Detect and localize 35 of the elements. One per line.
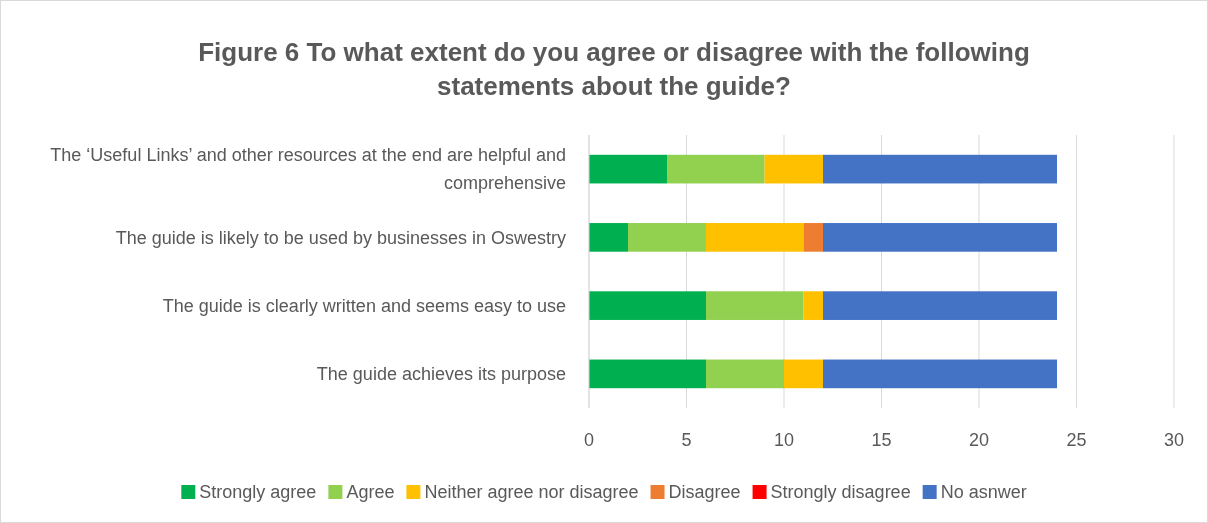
- bar: [706, 291, 804, 320]
- legend-label: No asnwer: [940, 482, 1027, 503]
- legend-label: Neither agree nor disagree: [424, 482, 639, 503]
- bar: [823, 359, 1057, 389]
- legend-label: Agree: [346, 482, 395, 503]
- bar: [803, 291, 823, 320]
- y-tick-label: The ‘Useful Links’ and other resources at the end are helpful and comprehensive: [50, 145, 566, 194]
- bar: [667, 154, 765, 184]
- x-tick-label: 5: [681, 430, 692, 451]
- bar: [803, 223, 823, 252]
- y-tick-label: The guide is likely to be used by businesses in Oswestry: [115, 227, 566, 248]
- x-tick-label: 10: [773, 430, 795, 451]
- bar: [589, 359, 706, 389]
- bar: [823, 154, 1057, 184]
- x-tick-label: 25: [1066, 430, 1087, 451]
- x-tick-label: 30: [1163, 430, 1185, 451]
- bar: [706, 223, 804, 252]
- bar: [589, 291, 706, 320]
- bar: [628, 223, 706, 252]
- x-tick-label: 0: [583, 430, 595, 451]
- x-tick-label: 15: [871, 430, 892, 451]
- bar: [784, 359, 823, 389]
- bar: [764, 154, 823, 184]
- y-tick-label: The guide is clearly written and seems easy to use: [162, 295, 566, 316]
- legend-label: Strongly disagree: [770, 482, 911, 503]
- legend-label: Disagree: [668, 482, 741, 503]
- bar: [706, 359, 784, 389]
- y-tick-label: The guide achieves its purpose: [316, 364, 566, 385]
- chart-title: Figure 6 To what extent do you agree or disagree with the following statements about the guide?: [198, 37, 1030, 102]
- bar: [589, 223, 628, 252]
- legend-label: Strongly agree: [199, 482, 317, 503]
- x-tick-label: 20: [968, 430, 990, 451]
- bar: [589, 154, 667, 184]
- bar: [823, 291, 1057, 320]
- bar: [823, 223, 1057, 252]
